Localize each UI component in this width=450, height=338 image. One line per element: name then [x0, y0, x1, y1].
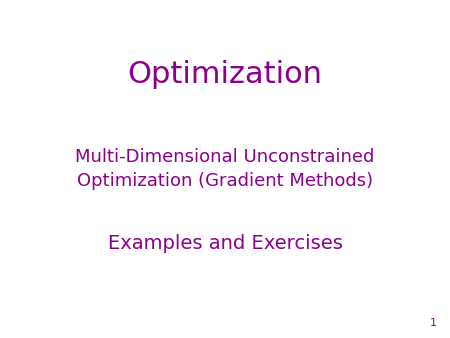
- Text: Multi-Dimensional Unconstrained
Optimization (Gradient Methods): Multi-Dimensional Unconstrained Optimiza…: [75, 147, 375, 191]
- Text: Examples and Exercises: Examples and Exercises: [108, 234, 342, 253]
- Text: Optimization: Optimization: [127, 60, 323, 89]
- Text: 1: 1: [429, 318, 436, 328]
